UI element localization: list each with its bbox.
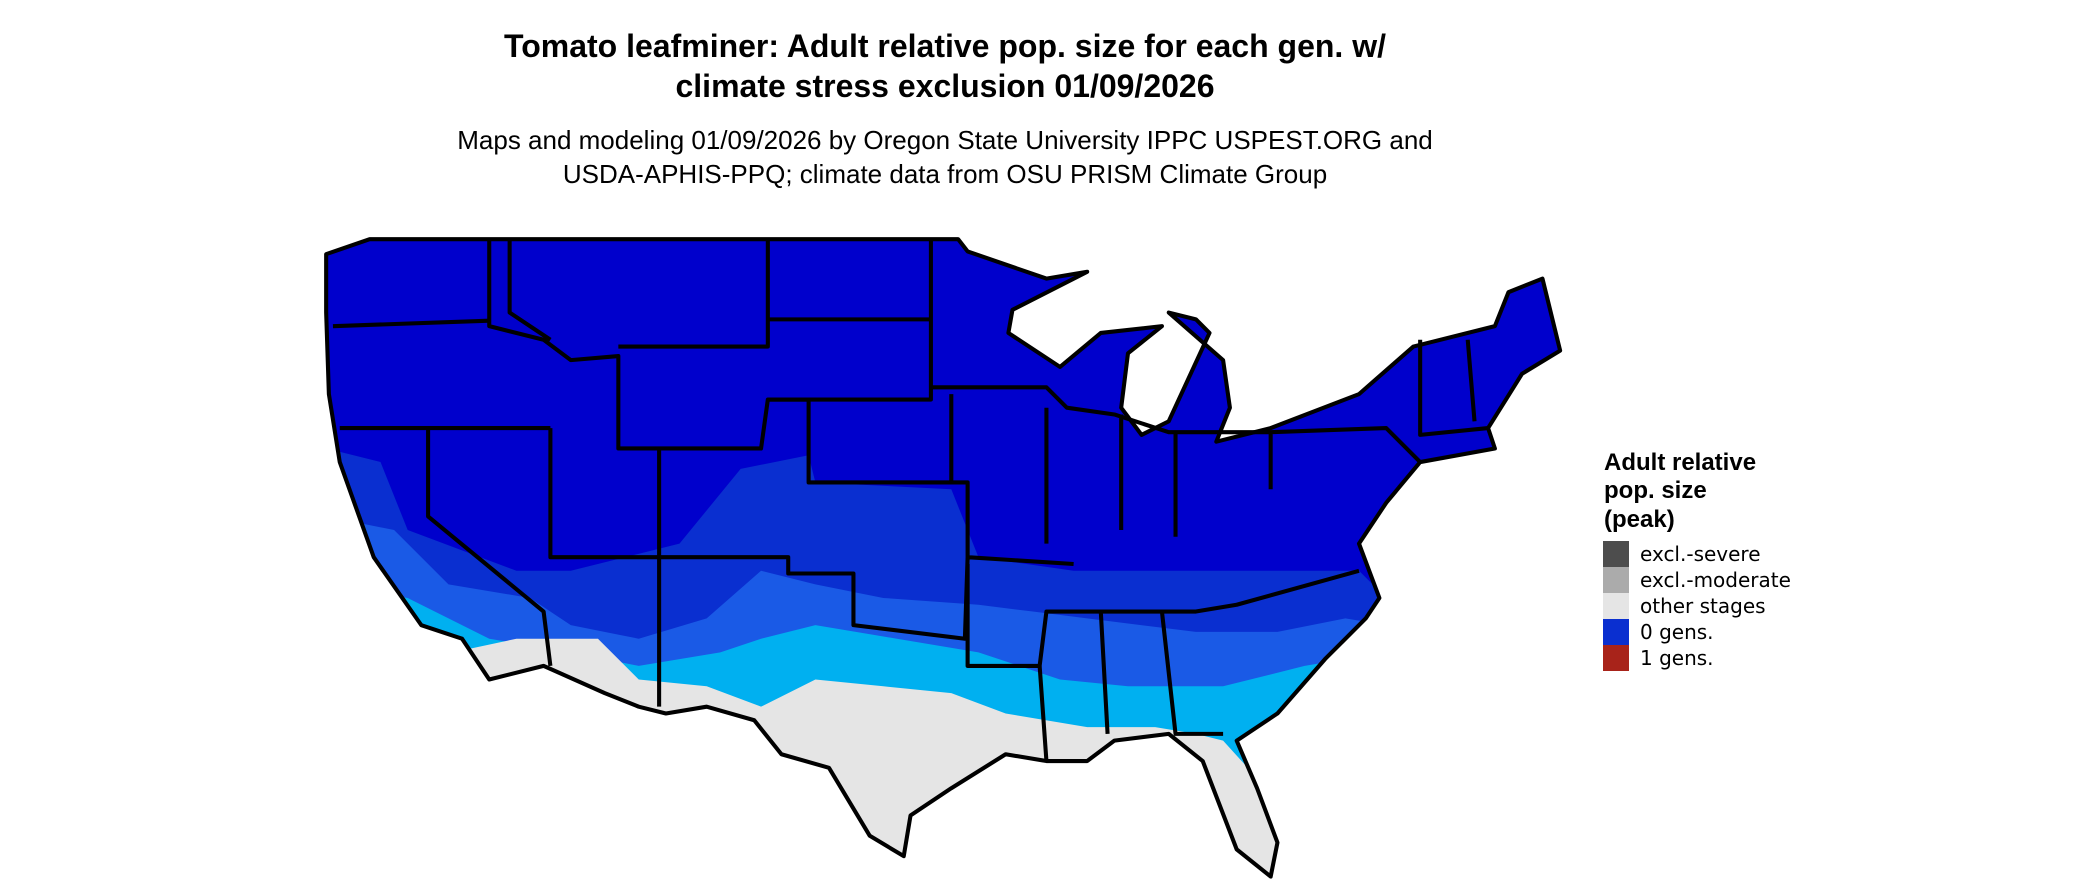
- title-line: climate stress exclusion 01/09/2026: [675, 68, 1214, 104]
- legend-swatch: [1603, 593, 1629, 619]
- legend-swatch: [1603, 619, 1629, 645]
- subtitle-line: USDA-APHIS-PPQ; climate data from OSU PR…: [563, 159, 1327, 189]
- title-line: Tomato leafminer: Adult relative pop. si…: [504, 28, 1386, 64]
- legend-title-line: pop. size: [1604, 477, 1707, 504]
- legend-title-line: (peak): [1604, 506, 1675, 533]
- legend-swatch: [1603, 645, 1629, 671]
- legend-label: 0 gens.: [1640, 620, 1714, 644]
- legend-title-line: Adult relative: [1604, 449, 1756, 476]
- legend-label: excl.-moderate: [1640, 568, 1791, 592]
- legend-swatch: [1603, 541, 1629, 567]
- legend-label: 1 gens.: [1640, 646, 1714, 670]
- subtitle-line: Maps and modeling 01/09/2026 by Oregon S…: [457, 125, 1433, 155]
- legend: Adult relative pop. size (peak) excl.-se…: [1603, 449, 1791, 671]
- legend-label: other stages: [1640, 594, 1766, 618]
- map: [313, 217, 1577, 892]
- legend-swatch: [1603, 567, 1629, 593]
- legend-label: excl.-severe: [1640, 542, 1761, 566]
- state-borders: [326, 239, 1560, 876]
